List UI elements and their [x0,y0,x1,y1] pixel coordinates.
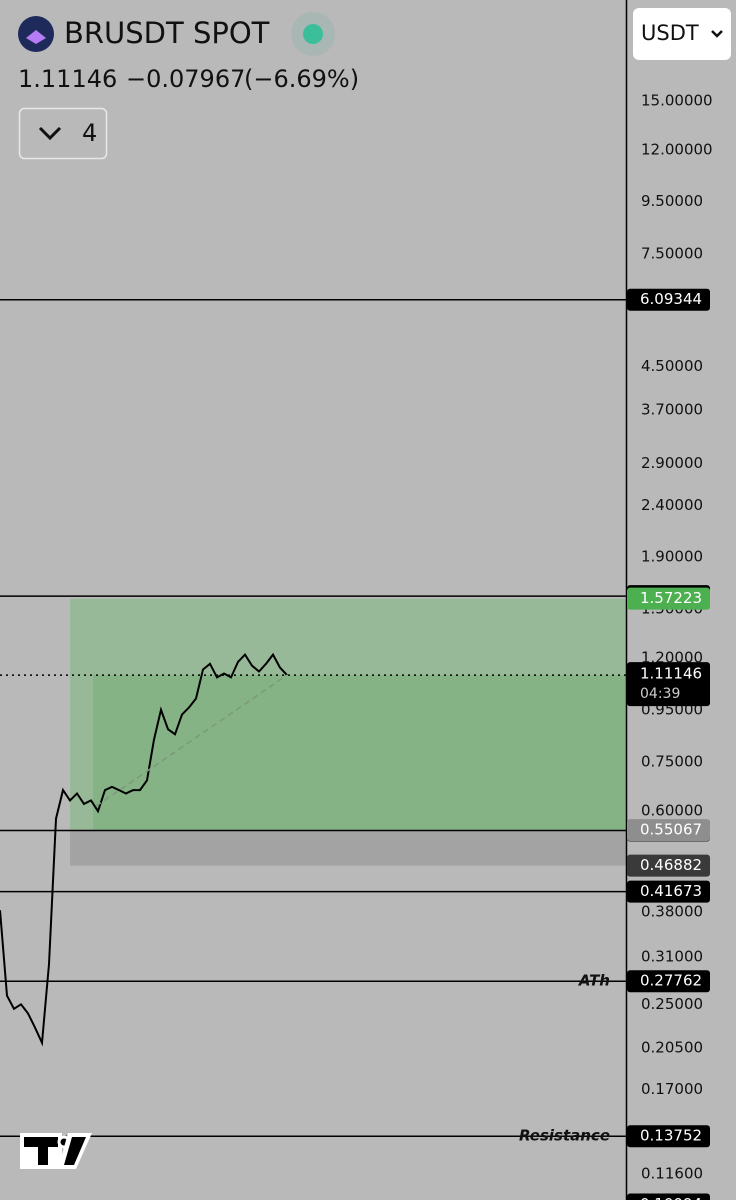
indicator-count: 4 [82,119,97,147]
chevron [38,126,62,141]
level-label: 0.27762 [640,972,702,990]
status-dot [303,24,323,44]
y-tick-label: 15.00000 [641,91,713,109]
zone-bottom-label: 0.55067 [640,821,702,839]
y-tick-label: 0.17000 [641,1080,703,1098]
y-tick-label: 0.75000 [641,752,703,770]
zone-top-label-box [627,587,710,610]
level-note: ATh [578,972,610,990]
zone-bottom-label-box [627,819,710,842]
profit-zone [93,675,626,831]
level-label: 0.41673 [640,882,702,900]
chevron [711,30,723,38]
y-tick-label: 0.60000 [641,802,703,820]
last-price: 1.11146 [18,65,117,93]
indicator-toggle[interactable] [18,107,108,160]
currency: USDT [641,21,699,45]
price-line [0,652,288,1047]
y-tick-label: 9.50000 [641,192,703,210]
grey-zone-label-box [627,854,710,877]
level-label-box [627,288,710,311]
y-tick-label: 0.31000 [641,947,703,965]
level-note: Resistance [519,1127,610,1145]
level-label-box [627,1125,710,1148]
y-tick-label: 12.00000 [641,141,713,159]
level-label: 6.09344 [640,290,702,308]
change-pct: (−6.69%) [244,65,359,93]
symbol: BRUSDT SPOT [64,16,270,50]
y-tick-label: 0.11600 [641,1164,703,1182]
trend-line [95,674,288,807]
last-price-box [627,662,710,707]
countdown: 04:39 [640,686,680,702]
level-label-box [627,1193,710,1200]
level-label: 0.10094 [640,1195,702,1200]
y-tick-label: 0.20500 [641,1039,703,1057]
change: −0.07967 [126,65,245,93]
level-label-box [627,970,710,993]
y-tick-label: 4.50000 [641,357,703,375]
y-tick-label: 2.40000 [641,496,703,514]
zone-top-label: 1.57223 [640,589,702,607]
currency-select[interactable] [633,8,731,60]
y-tick-label: 1.90000 [641,547,703,565]
last-price-axis: 1.11146 [640,665,702,683]
y-tick-label: 0.25000 [641,995,703,1013]
logo-shape [26,30,46,44]
y-tick-label: 2.90000 [641,454,703,472]
y-tick-label: 7.50000 [641,244,703,262]
level-label: 0.13752 [640,1127,702,1145]
tv-logo [20,1133,92,1169]
y-tick-label: 3.70000 [641,400,703,418]
level-label-box [627,880,710,903]
grey-zone [70,830,626,866]
grey-zone-label: 0.46882 [640,856,702,874]
y-tick-label: 0.38000 [641,902,703,920]
